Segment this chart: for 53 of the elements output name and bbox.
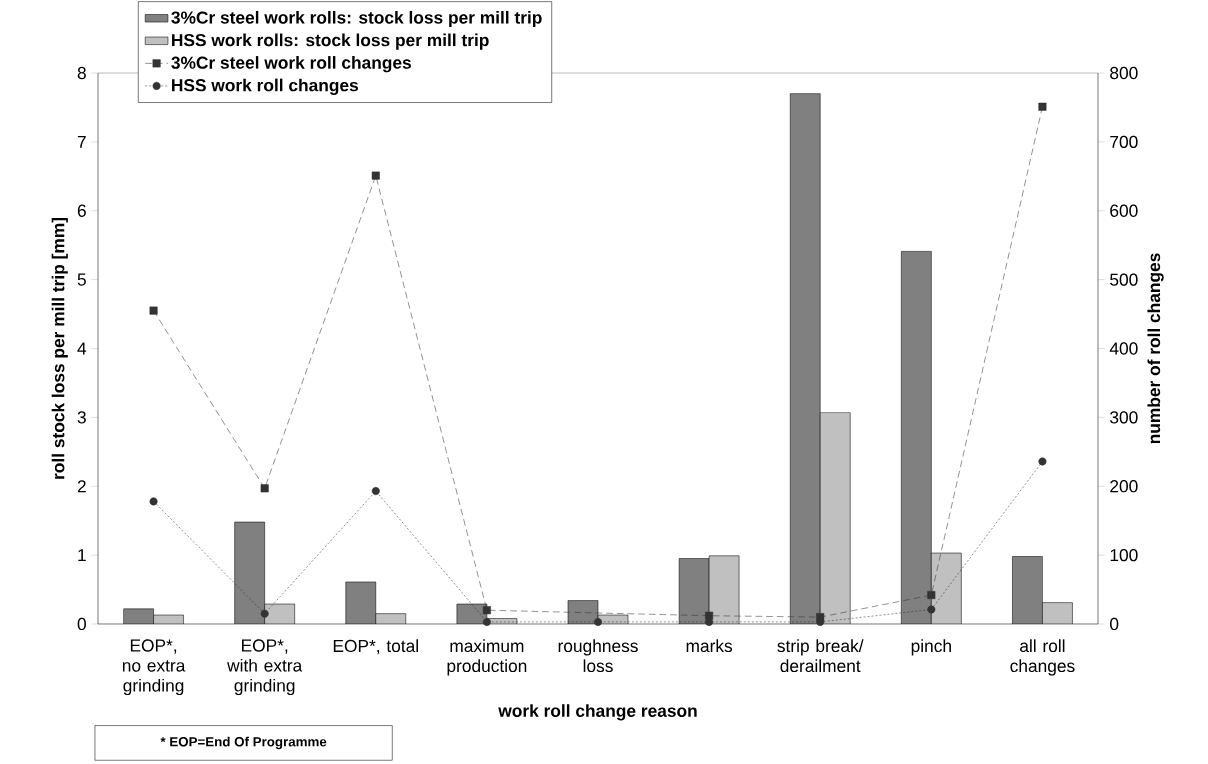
y-axis-title: roll stock loss per mill trip [mm] — [51, 217, 68, 479]
y2-tick-label: 600 — [1110, 204, 1138, 217]
x-tick-label: EOP*, no extra grinding — [122, 639, 186, 696]
x-tick-label: EOP*, with extra grinding — [227, 639, 303, 696]
bar — [1012, 556, 1043, 624]
y-tick-label: 3 — [77, 411, 86, 424]
point — [594, 617, 602, 626]
x-tick-label: strip break/ derailment — [777, 639, 864, 673]
legend-label: HSS work roll changes — [172, 78, 359, 95]
x-tick-label: pinch — [911, 639, 951, 656]
x-tick-label: maximum production — [447, 639, 527, 676]
point — [1038, 102, 1047, 111]
point — [1038, 457, 1047, 466]
bar — [790, 93, 821, 624]
legend-label: 3%Cr steel work roll changes — [171, 56, 411, 73]
y-tick-label: 1 — [78, 549, 86, 562]
y2-tick-label: 800 — [1110, 66, 1138, 80]
point — [149, 497, 158, 506]
bar — [234, 522, 265, 624]
text: * EOP=End Of Programme — [160, 736, 327, 750]
y-tick-label: 7 — [77, 135, 86, 148]
y-tick-label: 6 — [77, 204, 86, 217]
point — [927, 591, 936, 600]
y-tick-label: 2 — [77, 480, 86, 493]
x-tick-label: marks — [686, 639, 733, 653]
y2-tick-label: 0 — [1110, 617, 1119, 631]
x-tick-label: roughness loss — [558, 639, 638, 673]
y2-tick-label: 400 — [1109, 342, 1138, 355]
legend-label: 3%Cr steel work rolls: stock loss per mill trip — [171, 10, 542, 28]
y-tick-label: 5 — [77, 273, 86, 286]
y-tick-label: 4 — [77, 342, 87, 355]
y-tick-label: 0 — [77, 617, 86, 631]
y2-tick-label: 100 — [1110, 548, 1138, 562]
y2-tick-label: 700 — [1110, 135, 1138, 149]
y2-tick-label: 500 — [1110, 273, 1138, 286]
point — [260, 484, 269, 493]
y2-tick-label: 300 — [1110, 411, 1138, 424]
point — [482, 606, 491, 615]
bar — [345, 581, 376, 624]
y-tick-label: 8 — [77, 66, 86, 80]
point — [927, 605, 936, 614]
point — [371, 487, 380, 496]
point — [371, 171, 380, 180]
y2-tick-label: 200 — [1110, 480, 1138, 493]
x-axis-title: work roll change reason — [498, 704, 697, 721]
y2-axis-title: number of roll changes — [1147, 253, 1164, 444]
legend-label: HSS work rolls: stock loss per mill trip — [172, 33, 489, 50]
point — [149, 306, 158, 315]
x-tick-label: EOP*, total — [333, 639, 418, 655]
x-tick-label: all roll changes — [1010, 639, 1075, 676]
point — [482, 617, 491, 626]
bar — [901, 251, 932, 624]
point — [260, 609, 269, 618]
